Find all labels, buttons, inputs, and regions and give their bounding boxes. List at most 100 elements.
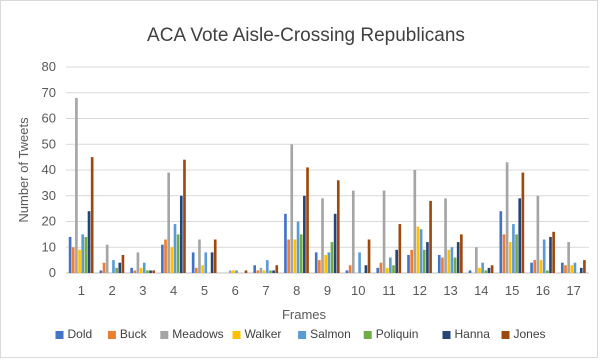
bar-salmon bbox=[296, 221, 300, 273]
bar-buck bbox=[164, 239, 167, 273]
bar-walker bbox=[416, 226, 420, 273]
y-tick-label: 0 bbox=[49, 265, 56, 280]
y-tick-label: 10 bbox=[42, 239, 56, 254]
bar-dold bbox=[191, 252, 195, 273]
bar-jones bbox=[429, 200, 432, 273]
bar-walker bbox=[539, 260, 543, 274]
y-tick-label: 40 bbox=[42, 162, 56, 177]
bar-meadows bbox=[198, 239, 201, 273]
bar-poliquin bbox=[484, 270, 488, 273]
bar-hanna bbox=[364, 265, 368, 273]
legend-label-walker: Walker bbox=[245, 327, 282, 341]
y-tick-label: 20 bbox=[42, 214, 56, 229]
bar-jones bbox=[90, 157, 94, 274]
bar-salmon bbox=[450, 247, 454, 273]
bar-hanna bbox=[426, 242, 429, 273]
y-axis-ticks: 0 10 20 30 40 50 60 70 80 bbox=[42, 59, 56, 280]
bar-salmon bbox=[173, 224, 177, 273]
bar-jones bbox=[152, 270, 156, 273]
bar-meadows bbox=[136, 252, 140, 273]
bar-hanna bbox=[579, 267, 583, 273]
x-tick-label: 7 bbox=[262, 283, 269, 298]
chart-title: ACA Vote Aisle-Crossing Republicans bbox=[147, 25, 465, 46]
bar-meadows bbox=[567, 242, 570, 273]
bar-dold bbox=[376, 267, 380, 273]
bar-walker bbox=[293, 239, 297, 273]
x-tick-label: 4 bbox=[170, 283, 177, 298]
bar-poliquin bbox=[546, 270, 549, 273]
bar-dold bbox=[561, 262, 564, 273]
bar-poliquin bbox=[392, 265, 395, 273]
legend-label-salmon: Salmon bbox=[310, 327, 351, 341]
bar-walker bbox=[201, 265, 204, 273]
bar-walker bbox=[478, 267, 481, 273]
bar-poliquin bbox=[299, 234, 303, 274]
bar-salmon bbox=[542, 239, 546, 273]
bar-meadows bbox=[505, 162, 509, 273]
bar-hanna bbox=[333, 213, 337, 273]
bar-dold bbox=[345, 270, 349, 273]
bar-meadows bbox=[259, 267, 263, 273]
bar-poliquin bbox=[84, 236, 88, 273]
bar-meadows bbox=[444, 198, 447, 273]
bar-salmon bbox=[573, 262, 577, 273]
legend: Dold Buck Meadows Walker Salmon Poliquin Hanna… bbox=[55, 327, 546, 341]
legend-swatch-buck bbox=[107, 331, 116, 339]
bar-salmon bbox=[358, 252, 361, 273]
bar-hanna bbox=[87, 211, 91, 273]
bar-meadows bbox=[75, 97, 78, 274]
bar-salmon bbox=[419, 229, 423, 273]
bar-meadows bbox=[413, 170, 417, 273]
bar-hanna bbox=[149, 270, 152, 273]
bar-walker bbox=[78, 249, 81, 273]
y-tick-label: 60 bbox=[42, 111, 56, 126]
bar-jones bbox=[306, 167, 309, 273]
bar-buck bbox=[256, 270, 260, 273]
bar-salmon bbox=[327, 252, 331, 273]
legend-swatch-poliquin bbox=[363, 331, 372, 339]
bar-meadows bbox=[321, 198, 324, 273]
bar-walker bbox=[232, 270, 235, 273]
legend-label-dold: Dold bbox=[68, 327, 93, 341]
x-tick-label: 13 bbox=[443, 283, 457, 298]
bar-hanna bbox=[395, 249, 398, 273]
bar-meadows bbox=[167, 172, 171, 273]
bar-meadows bbox=[290, 144, 294, 273]
gridlines bbox=[66, 66, 589, 274]
bar-dold bbox=[99, 270, 103, 273]
bar-buck bbox=[410, 249, 413, 273]
bars bbox=[68, 97, 586, 274]
legend-swatch-jones bbox=[501, 331, 510, 339]
bar-salmon bbox=[389, 257, 392, 273]
bar-walker bbox=[170, 247, 174, 273]
bar-dold bbox=[407, 254, 410, 273]
bar-hanna bbox=[118, 262, 122, 273]
bar-dold bbox=[437, 254, 441, 273]
bar-poliquin bbox=[422, 249, 426, 273]
legend-swatch-meadows bbox=[160, 331, 169, 339]
x-tick-label: 17 bbox=[566, 283, 580, 298]
x-tick-label: 2 bbox=[109, 283, 116, 298]
bar-hanna bbox=[456, 242, 460, 273]
bar-dold bbox=[130, 267, 133, 273]
bar-dold bbox=[161, 244, 164, 273]
x-axis-ticks: 1 2 3 4 5 6 7 8 9 10 11 12 13 14 15 16 17 bbox=[78, 283, 581, 298]
bar-buck bbox=[348, 265, 352, 273]
bar-salmon bbox=[204, 252, 208, 273]
bar-salmon bbox=[512, 224, 515, 273]
x-tick-label: 11 bbox=[382, 283, 396, 298]
bar-meadows bbox=[228, 270, 232, 273]
bar-buck bbox=[71, 247, 75, 273]
bar-hanna bbox=[549, 236, 552, 273]
legend-swatch-walker bbox=[232, 331, 241, 339]
bar-walker bbox=[139, 267, 143, 273]
bar-dold bbox=[284, 213, 287, 273]
legend-swatch-salmon bbox=[298, 331, 307, 339]
bar-meadows bbox=[475, 247, 478, 273]
bar-poliquin bbox=[115, 267, 118, 273]
bar-walker bbox=[447, 249, 451, 273]
bar-walker bbox=[570, 265, 574, 273]
bar-poliquin bbox=[176, 234, 180, 274]
